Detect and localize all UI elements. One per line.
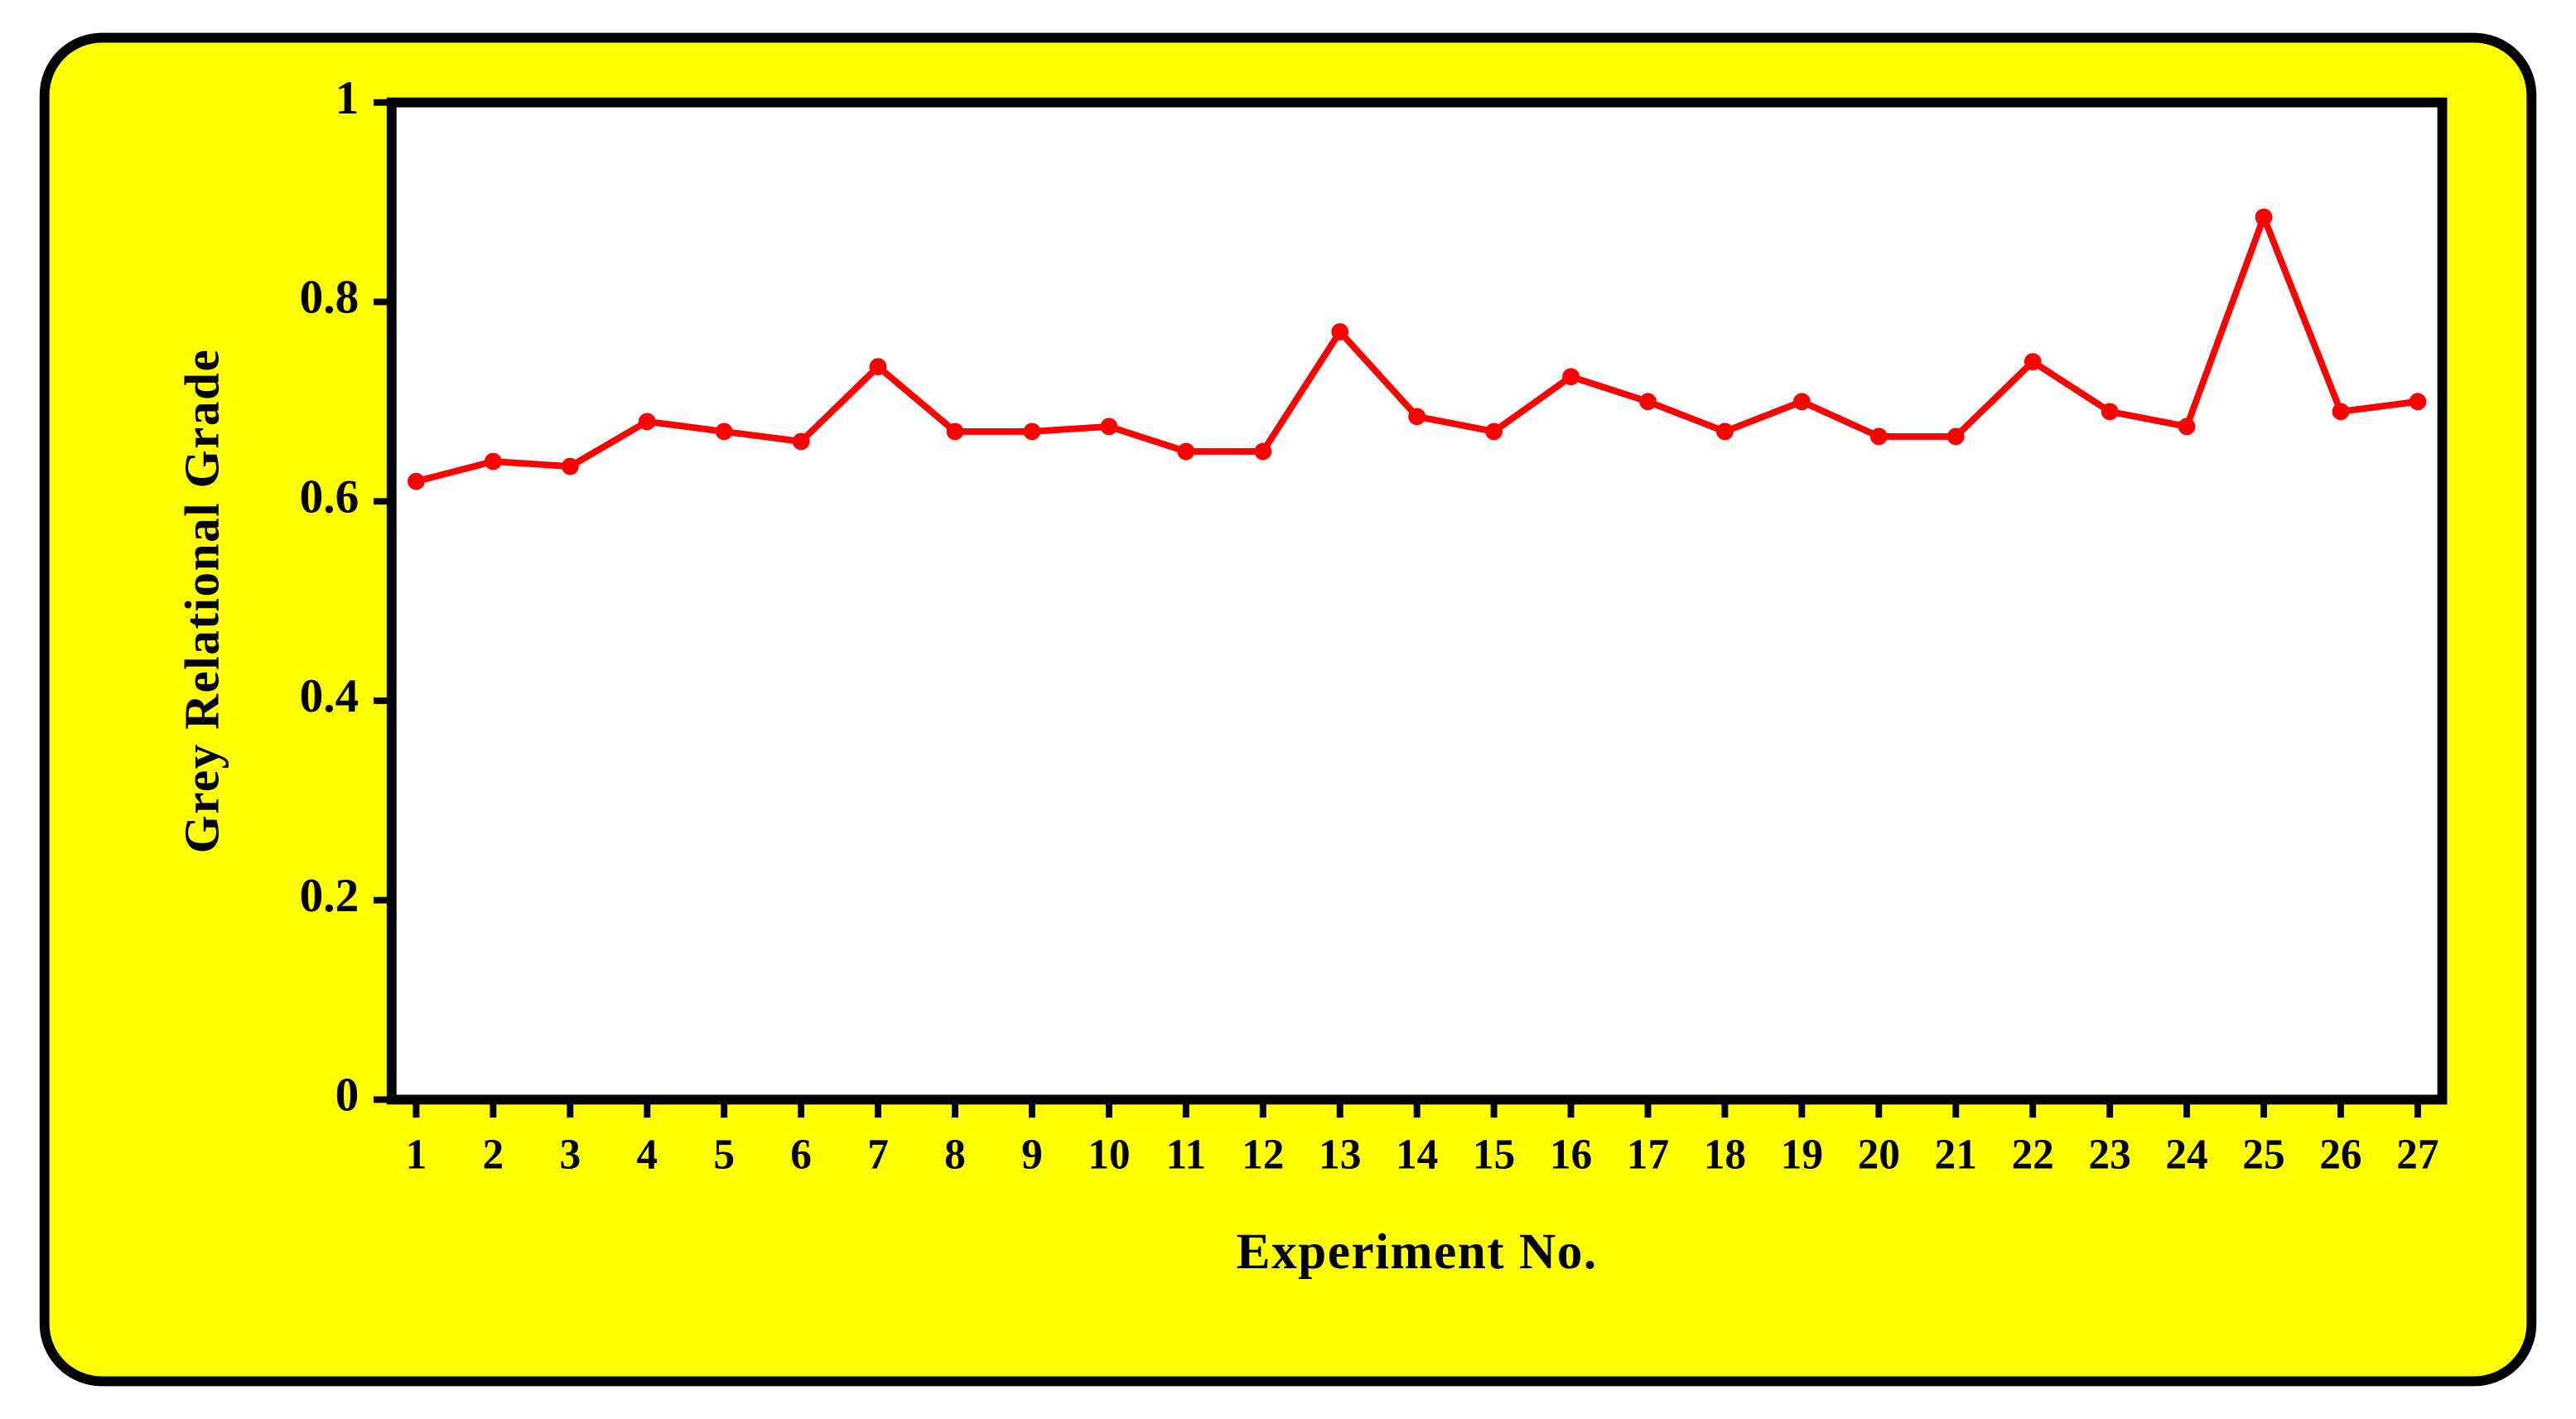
series-marker bbox=[2101, 403, 2118, 420]
series-marker bbox=[639, 413, 655, 430]
y-axis-label: Grey Relational Grade bbox=[174, 349, 229, 854]
x-tick-label: 21 bbox=[1935, 1131, 1977, 1178]
x-tick-label: 16 bbox=[1550, 1131, 1592, 1178]
series-marker bbox=[947, 423, 963, 440]
x-tick-label: 27 bbox=[2396, 1131, 2439, 1178]
x-tick-label: 24 bbox=[2165, 1131, 2207, 1178]
series-marker bbox=[1793, 393, 1810, 410]
x-tick-label: 6 bbox=[790, 1131, 812, 1178]
x-tick-label: 9 bbox=[1021, 1131, 1043, 1178]
series-marker bbox=[716, 423, 732, 440]
x-tick-label: 2 bbox=[483, 1131, 504, 1178]
series-marker bbox=[793, 433, 809, 450]
x-tick-label: 17 bbox=[1627, 1131, 1669, 1178]
y-tick-label: 1 bbox=[335, 72, 359, 124]
series-marker bbox=[2024, 354, 2041, 370]
series-marker bbox=[1101, 418, 1117, 435]
series-marker bbox=[1947, 428, 1964, 445]
x-tick-label: 8 bbox=[944, 1131, 966, 1178]
series-marker bbox=[2332, 403, 2349, 420]
plot-area bbox=[392, 103, 2443, 1100]
x-tick-label: 13 bbox=[1319, 1131, 1361, 1178]
y-tick-label: 0.8 bbox=[300, 272, 359, 324]
series-marker bbox=[1332, 324, 1348, 340]
series-marker bbox=[1178, 443, 1194, 460]
x-tick-label: 26 bbox=[2319, 1131, 2361, 1178]
y-tick-label: 0.6 bbox=[300, 471, 359, 523]
series-marker bbox=[870, 359, 886, 375]
x-tick-label: 22 bbox=[2011, 1131, 2053, 1178]
series-marker bbox=[1717, 423, 1734, 440]
series-marker bbox=[408, 473, 425, 490]
series-marker bbox=[2410, 393, 2426, 410]
x-tick-label: 10 bbox=[1088, 1131, 1130, 1178]
series-marker bbox=[1640, 393, 1657, 410]
x-tick-label: 23 bbox=[2088, 1131, 2130, 1178]
x-tick-label: 20 bbox=[1858, 1131, 1900, 1178]
x-tick-label: 18 bbox=[1704, 1131, 1746, 1178]
x-tick-label: 14 bbox=[1396, 1131, 1438, 1178]
series-marker bbox=[1409, 408, 1425, 425]
series-marker bbox=[1870, 428, 1887, 445]
x-tick-label: 11 bbox=[1166, 1131, 1207, 1178]
x-axis-label: Experiment No. bbox=[1237, 1224, 1598, 1280]
y-tick-label: 0 bbox=[335, 1069, 359, 1122]
y-tick-label: 0.2 bbox=[300, 870, 359, 922]
series-marker bbox=[1486, 423, 1503, 440]
x-tick-label: 5 bbox=[713, 1131, 735, 1178]
series-marker bbox=[1024, 423, 1040, 440]
series-marker bbox=[1563, 369, 1580, 385]
x-tick-label: 25 bbox=[2242, 1131, 2284, 1178]
x-tick-label: 4 bbox=[636, 1131, 658, 1178]
chart: 00.20.40.60.8112345678910111213141516171… bbox=[8, 8, 2568, 1411]
y-tick-label: 0.4 bbox=[300, 670, 359, 722]
x-tick-label: 15 bbox=[1473, 1131, 1515, 1178]
x-tick-label: 7 bbox=[867, 1131, 889, 1178]
series-marker bbox=[562, 458, 578, 475]
series-marker bbox=[1255, 443, 1271, 460]
series-marker bbox=[2255, 209, 2272, 225]
x-tick-label: 19 bbox=[1781, 1131, 1823, 1178]
x-tick-label: 12 bbox=[1242, 1131, 1284, 1178]
series-marker bbox=[2178, 418, 2195, 435]
x-tick-label: 1 bbox=[406, 1131, 427, 1178]
series-marker bbox=[485, 453, 501, 470]
x-tick-label: 3 bbox=[559, 1131, 581, 1178]
